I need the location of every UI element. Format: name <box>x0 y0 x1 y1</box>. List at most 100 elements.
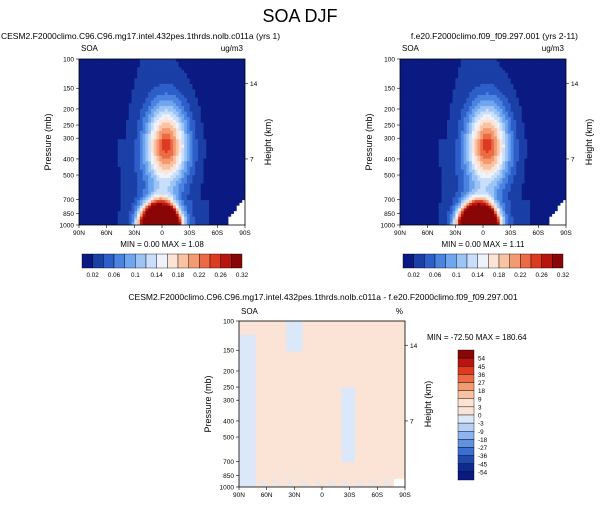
panel-0-cell <box>231 192 234 195</box>
panel-1-cell <box>477 117 480 120</box>
panel-0-cell <box>148 175 151 178</box>
panel-1-cell <box>547 114 550 117</box>
panel-0-cell <box>195 186 198 189</box>
panel-0-cell <box>115 181 118 184</box>
panel-0-cell <box>129 206 132 209</box>
panel-0-cell <box>137 189 140 192</box>
panel-0-cell <box>201 145 204 148</box>
panel-1-cell <box>439 92 442 95</box>
panel-0-cell <box>190 172 193 175</box>
panel-1-cell <box>430 73 433 76</box>
panel-0-cell <box>132 200 135 203</box>
panel-0-cell <box>239 101 242 104</box>
panel-0-cell <box>90 184 93 187</box>
panel-0-cell <box>173 195 176 198</box>
panel-0-cell <box>192 103 195 106</box>
panel-1-cell <box>516 109 519 112</box>
panel-0-cell <box>165 112 168 115</box>
panel-0-cell <box>112 170 115 173</box>
panel-0-cell <box>204 106 207 109</box>
panel-0-cell <box>101 123 104 126</box>
panel-0-cell <box>93 139 96 142</box>
panel-0-cell <box>140 62 143 65</box>
panel-0-cell <box>165 87 168 90</box>
panel-0-cell <box>159 186 162 189</box>
panel-0-cell <box>176 145 179 148</box>
panel-1-cell <box>516 103 519 106</box>
panel-0-cell <box>107 139 110 142</box>
panel-1-cell <box>447 59 450 62</box>
panel-0-cell <box>231 167 234 170</box>
panel-0-cell <box>192 175 195 178</box>
panel-0-cell <box>148 189 151 192</box>
panel-0-cell <box>179 76 182 79</box>
panel-0-cell <box>145 181 148 184</box>
panel-1-cell <box>453 103 456 106</box>
panel-0-cell <box>79 203 82 206</box>
panel-0-cell <box>87 219 90 222</box>
panel-0-cell <box>223 211 226 214</box>
panel-1-cell <box>422 59 425 62</box>
panel-0-cell <box>212 164 215 167</box>
panel-0-cell <box>137 117 140 120</box>
panel-1-cell <box>458 103 461 106</box>
panel-1-cell <box>527 114 530 117</box>
panel-0-cell <box>79 170 82 173</box>
panel-0-cell <box>98 200 101 203</box>
panel-1-cell <box>522 89 525 92</box>
panel-0-cell <box>137 67 140 70</box>
panel-1-cell <box>533 67 536 70</box>
panel-0-cell <box>190 186 193 189</box>
panel-0-cell <box>234 164 237 167</box>
panel-0-cell <box>179 167 182 170</box>
panel-1-cell <box>444 81 447 84</box>
panel-1-cell <box>549 67 552 70</box>
panel-0-cell <box>168 172 171 175</box>
panel-0-cell <box>93 123 96 126</box>
panel-0-cell <box>148 70 151 73</box>
panel-1-cell <box>494 101 497 104</box>
panel-0-cell <box>137 214 140 217</box>
panel-0-cell <box>109 170 112 173</box>
panel-0-cell <box>90 117 93 120</box>
panel-0-cell <box>82 153 85 156</box>
panel-1-cell <box>461 84 464 87</box>
panel-0-cell <box>223 114 226 117</box>
panel-0-cell <box>192 128 195 131</box>
panel-0-cell <box>107 134 110 137</box>
panel-1-cell <box>497 73 500 76</box>
panel-0-cell <box>93 73 96 76</box>
panel-0-cell <box>154 153 157 156</box>
panel-0-cell <box>179 78 182 81</box>
panel-0-cell <box>195 192 198 195</box>
panel-0-cell <box>168 148 171 151</box>
panel-0-cell <box>201 219 204 222</box>
panel-0-cell <box>179 134 182 137</box>
panel-1-cell <box>464 62 467 65</box>
panel-0-cell <box>165 134 168 137</box>
panel-0-cell <box>173 203 176 206</box>
panel-1-cell <box>505 70 508 73</box>
panel-0-cell <box>212 206 215 209</box>
panel-0-cell <box>228 73 231 76</box>
panel-1-cell <box>472 89 475 92</box>
panel-0-cell <box>137 150 140 153</box>
panel-1-cell <box>555 81 558 84</box>
panel-0-cell <box>223 67 226 70</box>
panel-0-cell <box>192 208 195 211</box>
panel-1-cell <box>419 62 422 65</box>
panel-1-cell <box>442 120 445 123</box>
panel-0-cell <box>179 178 182 181</box>
panel-1-cell <box>447 92 450 95</box>
panel-0-cell <box>215 62 218 65</box>
panel-0-cell <box>115 206 118 209</box>
panel-1-cell <box>447 67 450 70</box>
panel-0-cell <box>123 184 126 187</box>
panel-0-cell <box>115 112 118 115</box>
panel-0-cell <box>143 59 146 62</box>
panel-0-cell <box>87 139 90 142</box>
panel-0-cell <box>93 114 96 117</box>
panel-0-cell <box>121 184 124 187</box>
panel-1-cell <box>522 78 525 81</box>
panel-0-cell <box>151 156 154 159</box>
